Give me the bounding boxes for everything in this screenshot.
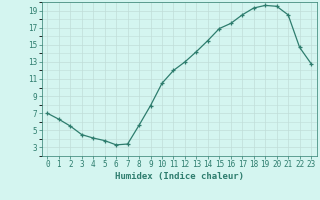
X-axis label: Humidex (Indice chaleur): Humidex (Indice chaleur) (115, 172, 244, 181)
